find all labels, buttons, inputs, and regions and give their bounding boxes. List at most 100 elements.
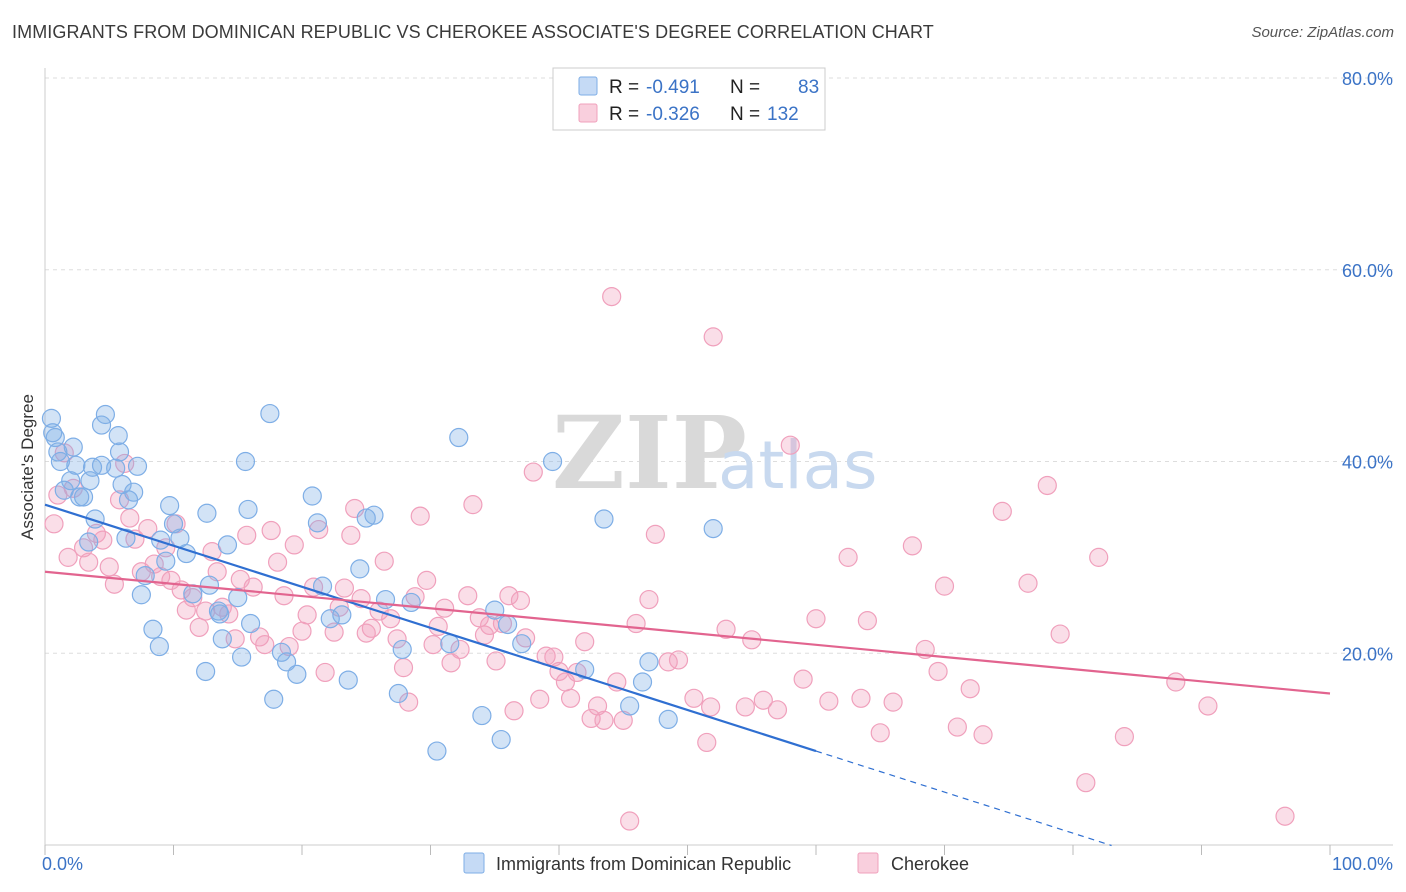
dominican-point-48	[241, 613, 261, 634]
cherokee-point-69	[458, 586, 478, 606]
cherokee-point-81	[530, 689, 550, 709]
cherokee-point-86	[560, 688, 581, 708]
cherokee-point-129	[1050, 624, 1070, 644]
dominican-point-58	[332, 605, 352, 625]
legend-r-label-1: R =	[609, 77, 639, 98]
dominican-point-32	[160, 496, 180, 516]
legend-n-value-2: 132	[767, 104, 799, 125]
cherokee-point-117	[870, 723, 890, 743]
dominican-point-2	[45, 427, 65, 448]
dominican-point-74	[512, 634, 532, 654]
cherokee-point-134	[1198, 696, 1218, 716]
cherokee-point-135	[1275, 806, 1295, 826]
watermark-atlas: atlas	[718, 427, 878, 504]
legend-bottom: Immigrants from Dominican Republic Chero…	[463, 852, 969, 874]
cherokee-point-9	[99, 557, 119, 577]
dominican-point-18	[106, 458, 126, 478]
cherokee-point-6	[79, 552, 99, 572]
cherokee-point-130	[1076, 773, 1096, 793]
dominican-point-63	[375, 589, 396, 610]
dominican-point-71	[485, 600, 505, 620]
dominican-point-29	[149, 636, 169, 657]
cherokee-point-96	[626, 613, 646, 634]
dominican-point-72	[491, 729, 511, 750]
dominican-point-11	[79, 532, 99, 552]
dominican-point-17	[95, 404, 115, 425]
cherokee-point-123	[947, 717, 967, 737]
cherokee-point-108	[753, 690, 773, 710]
cherokee-point-23	[176, 600, 196, 620]
cherokee-point-45	[309, 519, 329, 540]
y-axis-label: Associate's Degree	[18, 394, 37, 540]
dominican-point-20	[109, 442, 130, 462]
cherokee-point-76	[499, 586, 519, 606]
dominican-point-56	[312, 576, 333, 596]
dominican-point-57	[320, 609, 340, 629]
dominican-point-62	[364, 505, 384, 525]
dominican-point-65	[392, 639, 412, 660]
cherokee-point-62	[410, 506, 430, 526]
legend-r-value-1: -0.491	[646, 77, 700, 98]
legend-bottom-label-cherokee: Cherokee	[891, 854, 969, 874]
y-tick-label-60: 60.0%	[1342, 261, 1393, 281]
cherokee-point-64	[423, 635, 443, 655]
dominican-point-55	[307, 513, 328, 533]
dominican-point-76	[575, 659, 595, 680]
dominican-point-26	[131, 585, 151, 605]
cherokee-point-125	[973, 725, 993, 745]
dominican-point-81	[658, 709, 678, 730]
legend-bottom-label-dominican: Immigrants from Dominican Republic	[496, 854, 791, 874]
cherokee-point-43	[297, 605, 317, 625]
cherokee-point-70	[463, 495, 483, 515]
dominican-point-50	[264, 689, 284, 709]
dominican-point-41	[210, 604, 230, 624]
source-label: Source: ZipAtlas.com	[1251, 24, 1394, 41]
dominican-point-52	[276, 652, 297, 672]
dominican-point-46	[235, 451, 256, 472]
cherokee-point-94	[613, 710, 633, 730]
cherokee-point-100	[668, 650, 689, 670]
dominican-point-25	[127, 456, 148, 476]
cherokee-point-80	[523, 462, 543, 482]
dominican-point-15	[91, 455, 112, 475]
cherokee-point-132	[1114, 727, 1135, 747]
dominican-point-69	[449, 427, 469, 448]
y-tick-label-80: 80.0%	[1342, 69, 1393, 89]
y-tick-label-40: 40.0%	[1342, 453, 1393, 473]
trendlines	[44, 503, 1331, 847]
cherokee-point-63	[417, 570, 437, 590]
dominican-point-79	[632, 672, 653, 692]
cherokee-point-13	[120, 508, 140, 528]
watermark-zip: ZIP	[552, 394, 747, 512]
cherokee-point-90	[587, 696, 608, 716]
axes	[44, 68, 1393, 855]
dominican-trendline	[44, 503, 817, 753]
cherokee-point-103	[701, 697, 721, 717]
legend-swatch-dominican	[578, 76, 598, 96]
dominican-point-73	[498, 614, 518, 635]
cherokee-point-113	[819, 691, 839, 711]
dominican-point-43	[217, 535, 238, 555]
dominican-point-10	[73, 487, 94, 507]
cherokee-point-67	[441, 653, 461, 673]
cherokee-point-50	[341, 525, 361, 545]
dominican-point-53	[287, 664, 307, 684]
cherokee-point-104	[703, 327, 723, 347]
watermark-logo: ZIP atlas	[552, 394, 878, 512]
cherokee-point-18	[151, 566, 171, 587]
cherokee-point-133	[1166, 672, 1186, 692]
cherokee-point-54	[361, 618, 381, 638]
dominican-point-28	[143, 619, 163, 639]
dominican-point-8	[66, 455, 86, 475]
dominican-point-39	[199, 575, 220, 595]
cherokee-point-124	[960, 679, 980, 699]
cherokee-point-59	[393, 658, 414, 678]
dominican-point-67	[427, 741, 447, 761]
dominican-point-6	[61, 471, 81, 491]
dominican-point-77	[594, 509, 614, 529]
dominican-point-4	[50, 451, 71, 472]
dominican-point-30	[151, 530, 171, 550]
dominican-point-24	[124, 482, 144, 502]
cherokee-point-126	[992, 501, 1012, 521]
gridlines	[45, 77, 1393, 654]
